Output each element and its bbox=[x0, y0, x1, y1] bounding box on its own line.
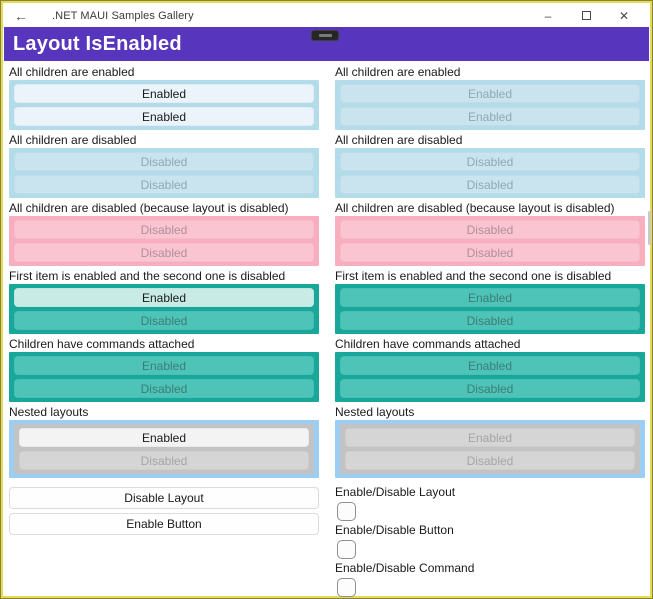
toggle-label: Enable/Disable Command bbox=[335, 561, 475, 575]
sample-button[interactable]: Enabled bbox=[345, 428, 635, 447]
sample-button[interactable]: Disabled bbox=[14, 243, 314, 262]
sample-button[interactable]: Disabled bbox=[14, 152, 314, 171]
sample-button[interactable]: Disabled bbox=[340, 175, 640, 194]
toggle-row: Enable/Disable Layout bbox=[335, 485, 645, 521]
layout-frame: Enabled Disabled bbox=[335, 352, 645, 402]
section-label: Nested layouts bbox=[335, 405, 415, 419]
section-nested: Nested layouts Enabled Disabled bbox=[9, 405, 319, 478]
section-commands: Children have commands attached Enabled … bbox=[9, 337, 319, 402]
minimize-button[interactable]: – bbox=[544, 8, 552, 23]
section-mixed: First item is enabled and the second one… bbox=[9, 269, 319, 334]
toggle-row: Enable/Disable Button bbox=[335, 523, 645, 559]
page-title: Layout IsEnabled bbox=[13, 32, 182, 55]
layout-frame: Enabled Disabled bbox=[9, 420, 319, 478]
nested-inner-frame: Enabled Disabled bbox=[14, 424, 314, 474]
section-label: All children are disabled bbox=[9, 133, 137, 147]
close-button[interactable]: ✕ bbox=[618, 8, 630, 23]
section-layout-disabled: All children are disabled (because layou… bbox=[9, 201, 319, 266]
maximize-icon bbox=[581, 11, 591, 20]
section-all-disabled: All children are disabled Disabled Disab… bbox=[335, 133, 645, 198]
sample-button[interactable]: Enabled bbox=[340, 84, 640, 103]
maximize-button[interactable] bbox=[567, 4, 605, 27]
layout-frame: Enabled Disabled bbox=[335, 420, 645, 478]
sample-button[interactable]: Disabled bbox=[340, 152, 640, 171]
section-label: Children have commands attached bbox=[335, 337, 521, 351]
sample-button[interactable]: Disabled bbox=[14, 379, 314, 398]
section-mixed: First item is enabled and the second one… bbox=[335, 269, 645, 334]
sample-button[interactable]: Disabled bbox=[345, 451, 635, 470]
page-header: Layout IsEnabled bbox=[4, 27, 649, 61]
toggle-row: Enable/Disable Command bbox=[335, 561, 645, 597]
window-title: .NET MAUI Samples Gallery bbox=[52, 9, 194, 22]
toggle-label: Enable/Disable Layout bbox=[335, 485, 456, 499]
debug-toolbar-dash-icon bbox=[318, 34, 332, 37]
sample-button[interactable]: Disabled bbox=[340, 379, 640, 398]
section-layout-disabled: All children are disabled (because layou… bbox=[335, 201, 645, 266]
debug-toolbar-pill[interactable] bbox=[311, 30, 339, 41]
section-all-enabled: All children are enabled Enabled Enabled bbox=[9, 65, 319, 130]
section-label: All children are disabled (because layou… bbox=[9, 201, 289, 215]
section-label: Children have commands attached bbox=[9, 337, 195, 351]
title-bar: ← .NET MAUI Samples Gallery – ✕ bbox=[4, 4, 649, 27]
section-commands: Children have commands attached Enabled … bbox=[335, 337, 645, 402]
scrollbar-thumb[interactable] bbox=[648, 211, 651, 245]
back-arrow-icon[interactable]: ← bbox=[14, 7, 28, 24]
enable-disable-command-checkbox[interactable] bbox=[337, 578, 356, 597]
toggle-panel: Enable/Disable Layout Enable/Disable But… bbox=[335, 485, 645, 597]
sample-button[interactable]: Enabled bbox=[14, 107, 314, 126]
sample-button[interactable]: Enabled bbox=[340, 288, 640, 307]
sample-button[interactable]: Disabled bbox=[14, 220, 314, 239]
sample-button[interactable]: Enabled bbox=[19, 428, 309, 447]
layout-frame: Enabled Disabled bbox=[335, 284, 645, 334]
section-label: All children are disabled (because layou… bbox=[335, 201, 615, 215]
right-column: All children are enabled Enabled Enabled… bbox=[335, 62, 645, 599]
layout-frame: Disabled Disabled bbox=[9, 148, 319, 198]
main-content: All children are enabled Enabled Enabled… bbox=[1, 61, 652, 599]
sample-button[interactable]: Enabled bbox=[340, 107, 640, 126]
left-footer: Disable Layout Enable Button bbox=[9, 487, 319, 535]
layout-frame: Disabled Disabled bbox=[335, 148, 645, 198]
section-all-enabled: All children are enabled Enabled Enabled bbox=[335, 65, 645, 130]
sample-button[interactable]: Enabled bbox=[14, 356, 314, 375]
sample-button[interactable]: Disabled bbox=[14, 311, 314, 330]
layout-frame: Enabled Enabled bbox=[9, 80, 319, 130]
nested-inner-frame: Enabled Disabled bbox=[340, 424, 640, 474]
section-label: Nested layouts bbox=[9, 405, 89, 419]
sample-button[interactable]: Disabled bbox=[340, 311, 640, 330]
sample-button[interactable]: Disabled bbox=[340, 243, 640, 262]
layout-frame: Disabled Disabled bbox=[335, 216, 645, 266]
sample-button[interactable]: Enabled bbox=[340, 356, 640, 375]
section-label: First item is enabled and the second one… bbox=[335, 269, 612, 283]
sample-button[interactable]: Enabled bbox=[14, 288, 314, 307]
section-label: All children are enabled bbox=[335, 65, 461, 79]
enable-disable-button-checkbox[interactable] bbox=[337, 540, 356, 559]
section-label: First item is enabled and the second one… bbox=[9, 269, 286, 283]
toggle-label: Enable/Disable Button bbox=[335, 523, 454, 537]
enable-disable-layout-checkbox[interactable] bbox=[337, 502, 356, 521]
disable-layout-button[interactable]: Disable Layout bbox=[9, 487, 319, 509]
sample-button[interactable]: Disabled bbox=[19, 451, 309, 470]
enable-button-button[interactable]: Enable Button bbox=[9, 513, 319, 535]
left-column: All children are enabled Enabled Enabled… bbox=[9, 62, 319, 599]
sample-button[interactable]: Enabled bbox=[14, 84, 314, 103]
section-all-disabled: All children are disabled Disabled Disab… bbox=[9, 133, 319, 198]
sample-button[interactable]: Disabled bbox=[14, 175, 314, 194]
layout-frame: Disabled Disabled bbox=[9, 216, 319, 266]
section-label: All children are enabled bbox=[9, 65, 135, 79]
layout-frame: Enabled Disabled bbox=[9, 352, 319, 402]
layout-frame: Enabled Disabled bbox=[9, 284, 319, 334]
section-nested: Nested layouts Enabled Disabled bbox=[335, 405, 645, 478]
sample-button[interactable]: Disabled bbox=[340, 220, 640, 239]
layout-frame: Enabled Enabled bbox=[335, 80, 645, 130]
section-label: All children are disabled bbox=[335, 133, 463, 147]
